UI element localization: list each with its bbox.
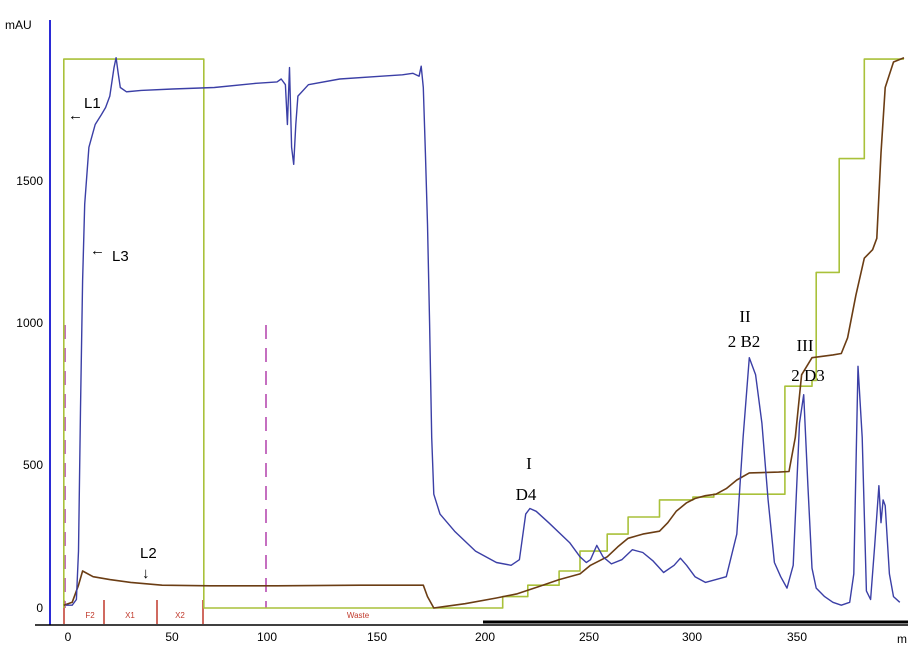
x-unit-label: m: [897, 632, 907, 645]
fraction-label: X1: [125, 611, 135, 620]
series-layer: [63, 56, 905, 609]
y-tick-label: 1500: [16, 174, 43, 188]
x-tick-label: 300: [682, 630, 702, 644]
annotation-l3: L3: [112, 248, 129, 265]
x-ticks: 0 50 100 150 200 250 300 350: [65, 630, 808, 644]
peak-label-roman: I: [526, 454, 532, 473]
y-tick-label: 500: [23, 458, 43, 472]
peak-label-name: 2 D3: [791, 366, 825, 385]
gradient-series-line: [63, 58, 904, 609]
uv-series-line: [65, 57, 901, 606]
peak-label-name: 2 B2: [728, 332, 761, 351]
fraction-label: X2: [175, 611, 185, 620]
peak-label-roman: II: [739, 307, 751, 326]
y-unit-label: mAU: [5, 18, 32, 32]
conductivity-series-line: [63, 56, 905, 609]
annotation-arrow: ←: [68, 107, 83, 124]
x-tick-label: 250: [579, 630, 599, 644]
x-tick-label: 0: [65, 630, 72, 644]
fraction-label: Waste: [347, 611, 370, 620]
x-tick-label: 150: [367, 630, 387, 644]
x-tick-label: 100: [257, 630, 277, 644]
x-tick-label: 50: [165, 630, 179, 644]
annotation-l2: L2: [140, 545, 157, 562]
y-tick-label: 1000: [16, 316, 43, 330]
x-tick-label: 200: [475, 630, 495, 644]
annotation-arrow: ←: [90, 242, 105, 259]
x-tick-label: 350: [787, 630, 807, 644]
annotation-l1: L1: [84, 95, 101, 112]
peak-label-name: D4: [516, 485, 537, 504]
peak-label-roman: III: [797, 336, 814, 355]
y-tick-label: 0: [36, 601, 43, 615]
fraction-markers: F2 X1 X2 Waste: [63, 600, 370, 624]
fraction-label: F2: [85, 611, 95, 620]
annotation-arrow: ↓: [142, 565, 150, 582]
y-ticks: 0 500 1000 1500: [16, 174, 43, 615]
